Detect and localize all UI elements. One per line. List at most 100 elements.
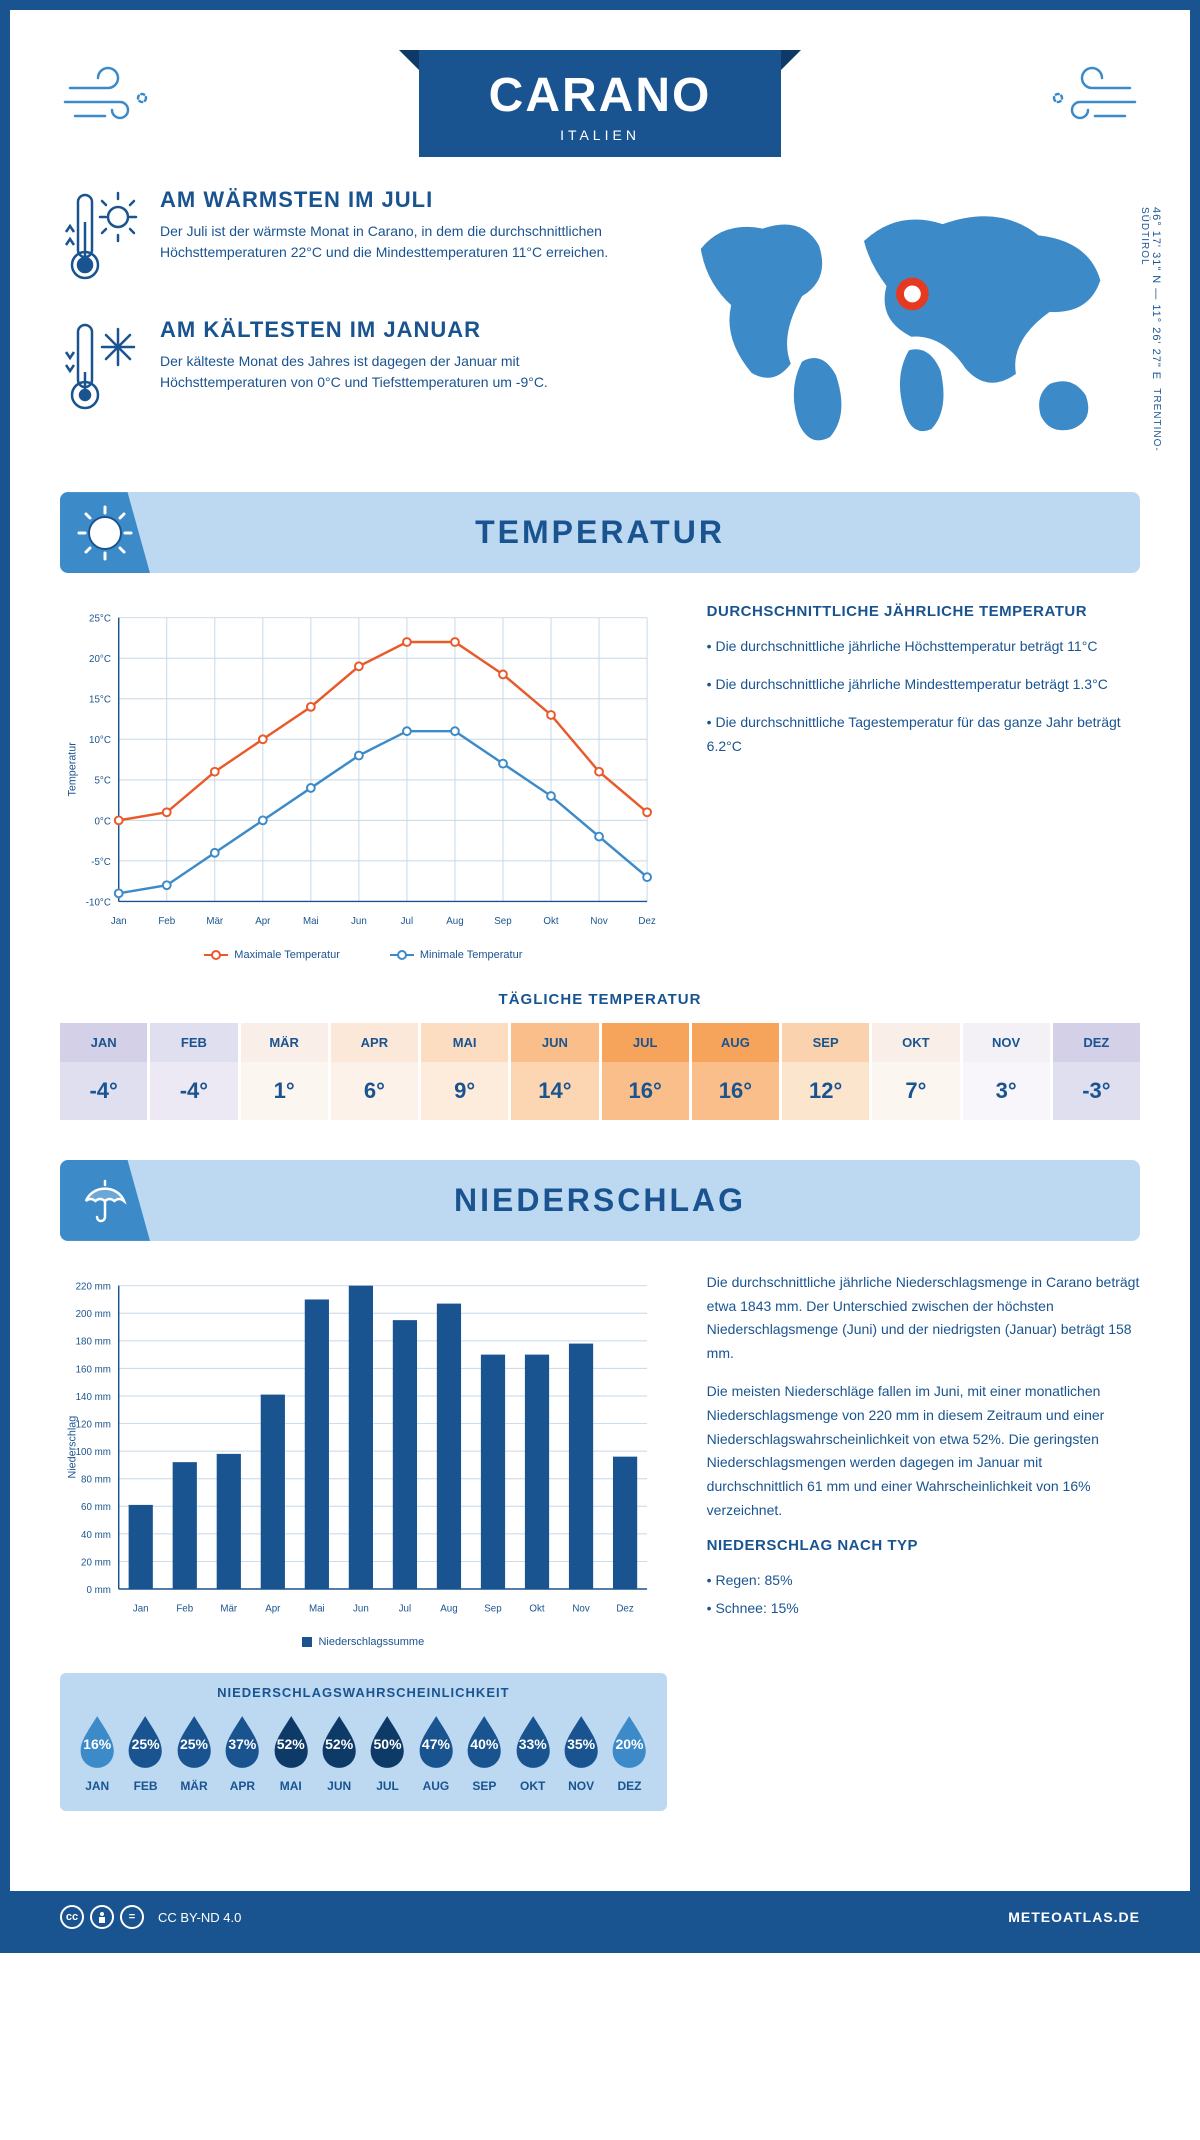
svg-text:Aug: Aug — [446, 916, 463, 927]
svg-text:-5°C: -5°C — [91, 857, 111, 868]
daily-cell: APR6° — [331, 1023, 418, 1120]
warmest-title: AM WÄRMSTEN IM JULI — [160, 187, 627, 213]
daily-cell: JUN14° — [511, 1023, 598, 1120]
warmest-text: Der Juli ist der wärmste Monat in Carano… — [160, 221, 627, 263]
svg-text:200 mm: 200 mm — [76, 1309, 111, 1320]
cc-icon: cc — [60, 1905, 84, 1929]
precipitation-chart-row: 0 mm20 mm40 mm60 mm80 mm100 mm120 mm140 … — [60, 1271, 1140, 1811]
world-map-icon — [667, 187, 1140, 457]
svg-text:Apr: Apr — [255, 916, 271, 927]
daily-cell: AUG16° — [692, 1023, 779, 1120]
svg-text:-10°C: -10°C — [86, 897, 111, 908]
svg-text:Dez: Dez — [638, 916, 655, 927]
probability-drop: 20%DEZ — [607, 1712, 651, 1793]
sun-icon — [60, 492, 150, 573]
svg-text:Jan: Jan — [133, 1603, 149, 1614]
svg-text:120 mm: 120 mm — [76, 1419, 111, 1430]
warmest-block: AM WÄRMSTEN IM JULI Der Juli ist der wär… — [60, 187, 627, 292]
probability-drop: 37%APR — [220, 1712, 264, 1793]
daily-cell: JUL16° — [602, 1023, 689, 1120]
precip-legend: Niederschlagssumme — [60, 1636, 667, 1648]
probability-drop: 33%OKT — [511, 1712, 555, 1793]
svg-text:220 mm: 220 mm — [76, 1281, 111, 1292]
svg-text:Temperatur: Temperatur — [67, 742, 79, 797]
temperature-line-chart: -10°C-5°C0°C5°C10°C15°C20°C25°CJanFebMär… — [60, 603, 667, 941]
daily-temp-table: JAN-4°FEB-4°MÄR1°APR6°MAI9°JUN14°JUL16°A… — [60, 1023, 1140, 1120]
svg-text:60 mm: 60 mm — [81, 1502, 111, 1513]
svg-text:Mai: Mai — [303, 916, 319, 927]
svg-text:Jul: Jul — [401, 916, 413, 927]
section-header-precipitation: NIEDERSCHLAG — [60, 1160, 1140, 1241]
svg-text:10°C: 10°C — [89, 735, 111, 746]
svg-text:Sep: Sep — [484, 1603, 502, 1614]
svg-text:0°C: 0°C — [94, 816, 110, 827]
country-name: ITALIEN — [489, 127, 712, 143]
thermometer-sun-icon — [60, 187, 140, 292]
svg-text:40 mm: 40 mm — [81, 1530, 111, 1541]
temperature-chart-row: -10°C-5°C0°C5°C10°C15°C20°C25°CJanFebMär… — [60, 603, 1140, 961]
daily-cell: SEP12° — [782, 1023, 869, 1120]
svg-text:Mär: Mär — [206, 916, 224, 927]
svg-text:Dez: Dez — [616, 1603, 633, 1614]
daily-cell: OKT7° — [872, 1023, 959, 1120]
section-title: TEMPERATUR — [80, 514, 1120, 551]
svg-text:Mär: Mär — [220, 1603, 238, 1614]
svg-text:20 mm: 20 mm — [81, 1557, 111, 1568]
header: CARANO ITALIEN — [60, 50, 1140, 157]
coldest-title: AM KÄLTESTEN IM JANUAR — [160, 317, 627, 343]
section-title: NIEDERSCHLAG — [80, 1182, 1120, 1219]
umbrella-icon — [60, 1160, 150, 1241]
svg-text:Feb: Feb — [176, 1603, 193, 1614]
daily-cell: FEB-4° — [150, 1023, 237, 1120]
coldest-text: Der kälteste Monat des Jahres ist dagege… — [160, 351, 627, 393]
svg-text:15°C: 15°C — [89, 695, 111, 706]
svg-text:Sep: Sep — [494, 916, 512, 927]
svg-text:Apr: Apr — [265, 1603, 281, 1614]
svg-text:160 mm: 160 mm — [76, 1364, 111, 1375]
city-name: CARANO — [489, 68, 712, 123]
svg-text:Niederschlag: Niederschlag — [67, 1416, 79, 1479]
probability-drop: 35%NOV — [559, 1712, 603, 1793]
svg-text:0 mm: 0 mm — [86, 1585, 110, 1596]
svg-text:5°C: 5°C — [94, 776, 110, 787]
brand-name: METEOATLAS.DE — [1008, 1909, 1140, 1925]
probability-drop: 25%MÄR — [172, 1712, 216, 1793]
probability-drop: 47%AUG — [414, 1712, 458, 1793]
precipitation-bar-chart: 0 mm20 mm40 mm60 mm80 mm100 mm120 mm140 … — [60, 1271, 667, 1628]
daily-cell: DEZ-3° — [1053, 1023, 1140, 1120]
map-block: 46° 17' 31" N — 11° 26' 27" E TRENTINO-S… — [667, 187, 1140, 462]
infographic-page: CARANO ITALIEN AM WÄRMSTEN IM JULI Der J… — [0, 0, 1200, 1953]
svg-text:Nov: Nov — [590, 916, 607, 927]
svg-text:180 mm: 180 mm — [76, 1337, 111, 1348]
svg-text:Okt: Okt — [529, 1603, 544, 1614]
wind-icon-left — [60, 60, 170, 145]
nd-icon: = — [120, 1905, 144, 1929]
section-header-temperature: TEMPERATUR — [60, 492, 1140, 573]
footer: cc = CC BY-ND 4.0 METEOATLAS.DE — [10, 1891, 1190, 1943]
coordinates: 46° 17' 31" N — 11° 26' 27" E TRENTINO-S… — [1138, 207, 1162, 462]
probability-drop: 52%JUN — [317, 1712, 361, 1793]
daily-cell: MÄR1° — [241, 1023, 328, 1120]
probability-drop: 52%MAI — [269, 1712, 313, 1793]
svg-text:Nov: Nov — [572, 1603, 589, 1614]
daily-cell: NOV3° — [963, 1023, 1050, 1120]
summary-row: AM WÄRMSTEN IM JULI Der Juli ist der wär… — [60, 187, 1140, 462]
svg-text:140 mm: 140 mm — [76, 1392, 111, 1403]
daily-temp-title: TÄGLICHE TEMPERATUR — [60, 991, 1140, 1008]
svg-text:Jul: Jul — [399, 1603, 411, 1614]
svg-text:Jan: Jan — [111, 916, 127, 927]
temp-legend: Maximale Temperatur Minimale Temperatur — [60, 949, 667, 961]
daily-cell: MAI9° — [421, 1023, 508, 1120]
svg-text:20°C: 20°C — [89, 654, 111, 665]
probability-drop: 25%FEB — [123, 1712, 167, 1793]
svg-text:25°C: 25°C — [89, 614, 111, 625]
svg-text:100 mm: 100 mm — [76, 1447, 111, 1458]
precip-side-text: Die durchschnittliche jährliche Niedersc… — [707, 1271, 1140, 1811]
probability-drop: 16%JAN — [75, 1712, 119, 1793]
title-banner: CARANO ITALIEN — [419, 50, 782, 157]
svg-text:Mai: Mai — [309, 1603, 325, 1614]
thermometer-snow-icon — [60, 317, 140, 422]
svg-text:Okt: Okt — [543, 916, 558, 927]
coldest-block: AM KÄLTESTEN IM JANUAR Der kälteste Mona… — [60, 317, 627, 422]
probability-drop: 40%SEP — [462, 1712, 506, 1793]
